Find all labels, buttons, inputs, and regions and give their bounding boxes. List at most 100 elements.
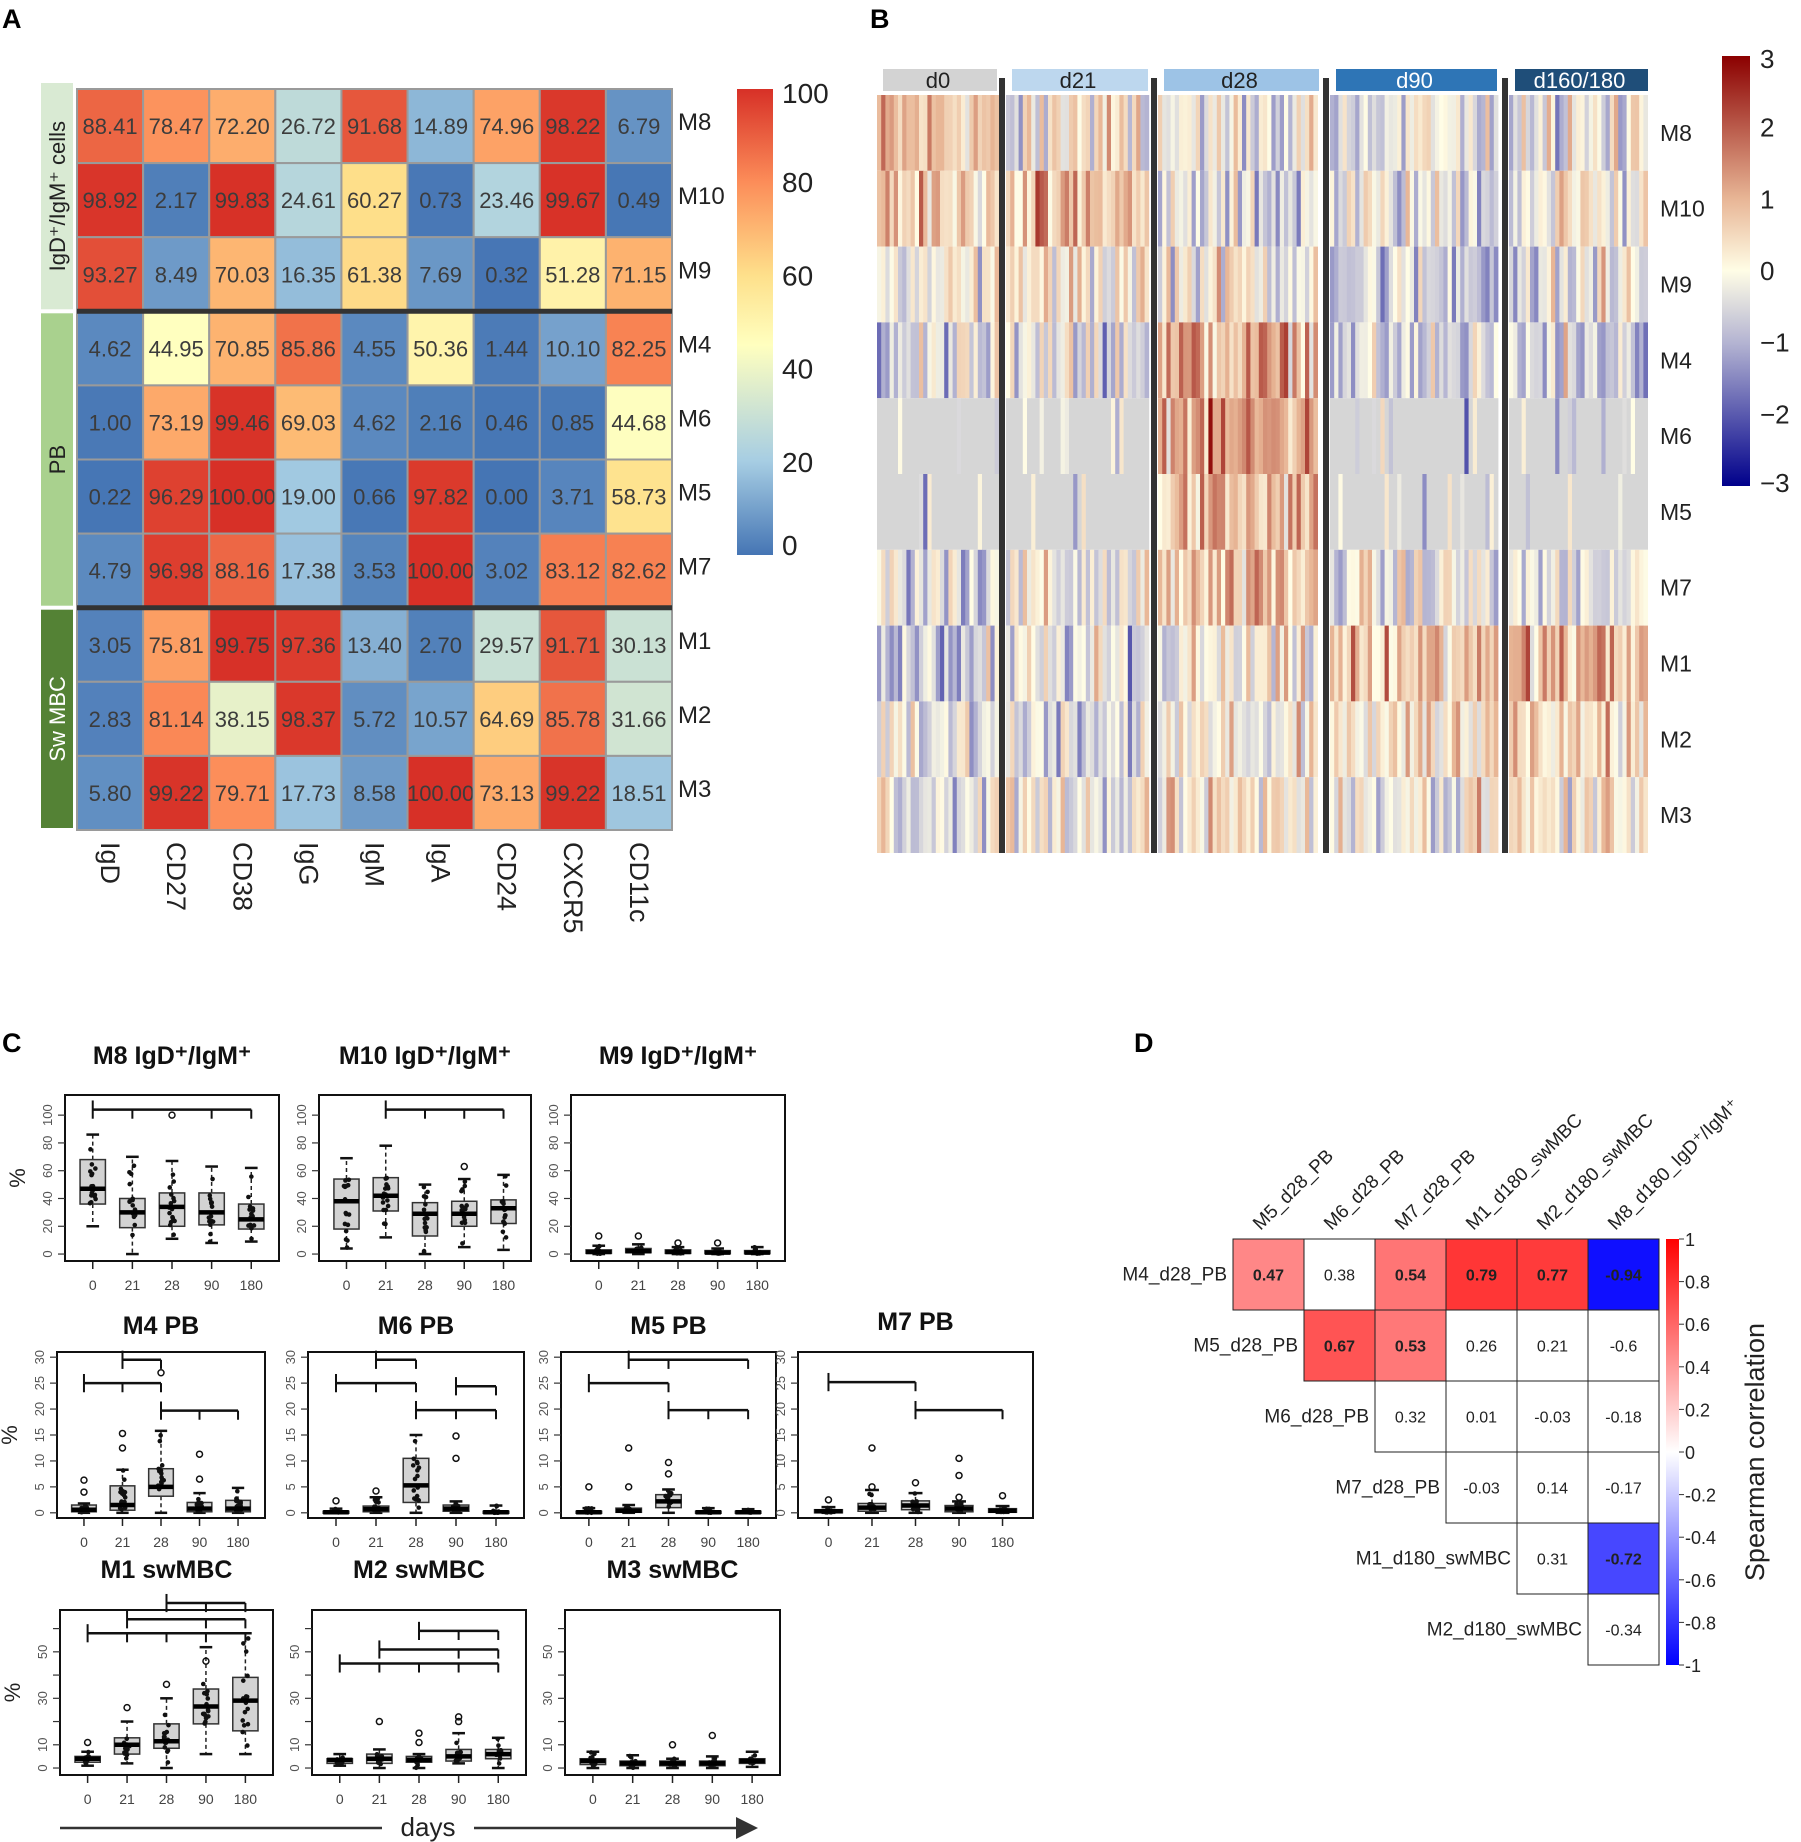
sample-stripe — [1279, 170, 1285, 247]
sample-stripe — [1035, 246, 1040, 323]
sample-stripe — [1372, 170, 1377, 247]
cell-value: 60.27 — [347, 188, 402, 213]
sample-stripe — [1542, 701, 1548, 778]
sample-stripe — [1546, 474, 1552, 550]
sample-stripe — [1414, 246, 1419, 323]
sample-stripe — [965, 246, 970, 323]
sample-stripe — [1221, 474, 1226, 550]
sample-stripe — [893, 170, 899, 247]
sample-stripe — [1060, 170, 1066, 247]
sample-stripe — [877, 549, 882, 626]
sample-stripe — [902, 322, 907, 399]
sample-stripe — [961, 549, 966, 626]
sample-stripe — [1027, 625, 1032, 702]
sample-stripe — [1170, 322, 1176, 399]
y-tick-label: 20 — [32, 1402, 47, 1416]
sample-stripe — [1405, 777, 1411, 853]
data-point — [240, 1718, 246, 1723]
data-point — [86, 1749, 91, 1755]
sample-stripe — [927, 170, 932, 247]
sample-stripe — [1233, 474, 1239, 550]
sample-stripe — [1372, 701, 1377, 778]
sample-stripe — [1140, 95, 1145, 171]
colorbar-tick: -0.2 — [1685, 1486, 1716, 1506]
sample-stripe — [1305, 246, 1310, 323]
sample-stripe — [1284, 701, 1289, 778]
sample-stripe — [1376, 170, 1381, 247]
sample-stripe — [1162, 322, 1167, 399]
sample-stripe — [1200, 95, 1205, 171]
sample-stripe — [994, 474, 1000, 550]
box — [362, 1487, 390, 1515]
sample-stripe — [1069, 170, 1074, 247]
sample-stripe — [1521, 625, 1527, 702]
sample-stripe — [927, 549, 932, 626]
sample-stripe — [965, 625, 970, 702]
heatmap-cell — [604, 384, 674, 461]
sample-stripe — [1106, 170, 1112, 247]
sample-stripe — [935, 474, 941, 550]
sample-stripe — [1426, 625, 1432, 702]
colorbar-tick: −2 — [1760, 399, 1790, 429]
sample-stripe — [1052, 95, 1057, 171]
sample-stripe — [1351, 777, 1356, 853]
sample-stripe — [1530, 95, 1535, 171]
sample-stripe — [1485, 549, 1490, 626]
sample-stripe — [1069, 549, 1074, 626]
y-tick-label: 0 — [32, 1509, 47, 1516]
sample-stripe — [1618, 322, 1623, 399]
sample-stripe — [1229, 701, 1234, 778]
sample-stripe — [1043, 625, 1049, 702]
cell-value: 8.49 — [155, 262, 198, 287]
significance-bracket — [914, 1400, 1004, 1420]
sample-stripe — [877, 95, 882, 171]
sample-stripe — [1010, 170, 1015, 247]
sample-stripe — [982, 398, 987, 474]
sample-stripe — [1409, 246, 1415, 323]
sample-stripe — [1468, 777, 1474, 853]
sample-stripe — [1014, 398, 1019, 474]
sample-stripe — [1618, 777, 1623, 853]
data-point — [666, 1504, 672, 1510]
sample-stripe — [1384, 95, 1390, 171]
sample-stripe — [914, 322, 920, 399]
sample-stripe — [881, 474, 886, 550]
column-label: IgA — [426, 842, 456, 883]
sample-stripe — [1643, 549, 1648, 626]
sample-stripe — [1275, 398, 1281, 474]
group-label: IgD⁺/IgM⁺ cells — [45, 121, 70, 271]
plot-title: M2 swMBC — [353, 1556, 485, 1584]
sample-stripe — [927, 398, 932, 474]
sample-stripe — [1397, 474, 1402, 550]
heatmap-cell — [340, 162, 409, 239]
sample-stripe — [1073, 246, 1078, 323]
significance-bracket — [91, 1100, 253, 1119]
sample-stripe — [1115, 95, 1120, 171]
sample-stripe — [1609, 549, 1615, 626]
sample-stripe — [1170, 625, 1176, 702]
sample-stripe — [1393, 625, 1398, 702]
sample-stripe — [1208, 701, 1213, 778]
sample-stripe — [1279, 549, 1285, 626]
sample-stripe — [1342, 95, 1348, 171]
sample-stripe — [1439, 170, 1444, 247]
sample-stripe — [1580, 777, 1585, 853]
sample-stripe — [1439, 95, 1444, 171]
data-point — [167, 1210, 172, 1216]
sample-stripe — [1022, 398, 1028, 474]
plot-frame — [64, 1094, 280, 1262]
sample-stripe — [1464, 474, 1469, 550]
sample-stripe — [1597, 170, 1602, 247]
sample-stripe — [1111, 95, 1116, 171]
sample-stripe — [1447, 170, 1453, 247]
sample-stripe — [1555, 170, 1560, 247]
sample-stripe — [1447, 625, 1453, 702]
colorbar-tick: 0.2 — [1685, 1400, 1710, 1420]
sample-stripe — [969, 549, 974, 626]
box — [944, 1454, 974, 1515]
colorbar-tick: 100 — [782, 78, 829, 109]
sample-stripe — [1414, 322, 1419, 399]
sample-stripe — [1014, 474, 1019, 550]
sample-stripe — [1430, 246, 1436, 323]
sample-stripe — [877, 246, 882, 323]
